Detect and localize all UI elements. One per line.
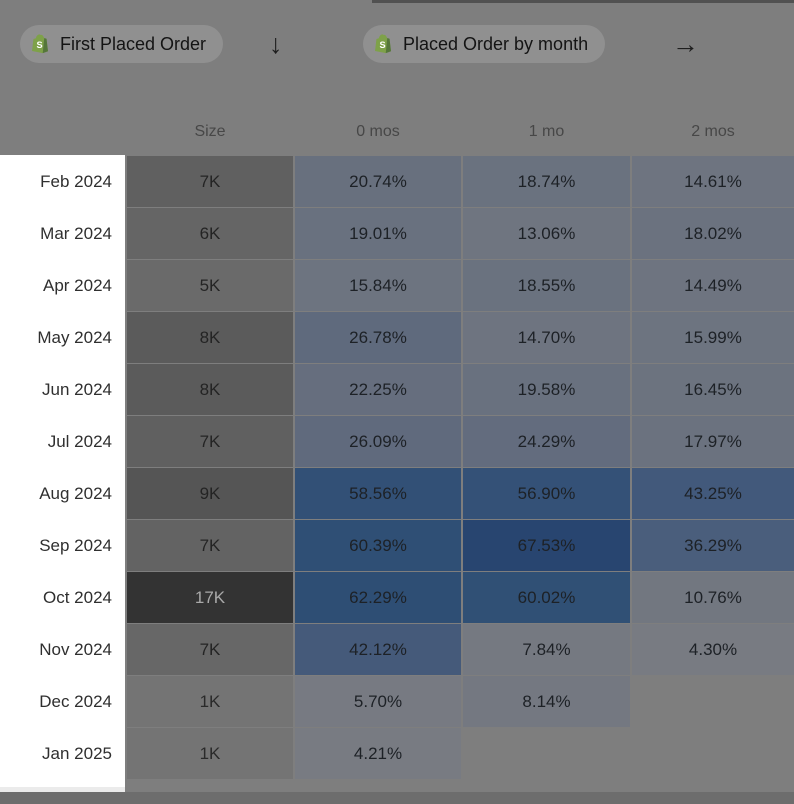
- size-cell: 6K: [127, 208, 293, 259]
- retention-cell: 67.53%: [463, 520, 630, 571]
- row-label-month: Oct 2024: [43, 587, 112, 607]
- row-label-month: Aug 2024: [39, 483, 112, 503]
- row-label-month: Mar 2024: [40, 223, 112, 243]
- column-header-size: Size: [194, 122, 226, 140]
- retention-cell: 19.01%: [295, 208, 461, 259]
- empty-cell: [632, 728, 794, 779]
- top-edge-divider: [372, 0, 794, 3]
- cohort-table-body: Feb 2024 7K 20.74% 18.74% 14.61% Mar 2024 6K 19…: [0, 156, 794, 779]
- row-label-month: Jul 2024: [47, 431, 112, 451]
- retention-cell: 4.30%: [632, 624, 794, 675]
- row-label-month: Apr 2024: [43, 275, 112, 295]
- size-cell: 7K: [127, 520, 293, 571]
- retention-cell: 17.97%: [632, 416, 794, 467]
- row-label-month: Dec 2024: [39, 691, 112, 711]
- table-header-row: Size 0 mos 1 mo 2 mos: [0, 108, 794, 155]
- retention-cell: 15.84%: [295, 260, 461, 311]
- retention-cell: 20.74%: [295, 156, 461, 207]
- retention-cell: 36.29%: [632, 520, 794, 571]
- row-label-month: Sep 2024: [39, 535, 112, 555]
- retention-cell: 19.58%: [463, 364, 630, 415]
- column-header-0mos: 0 mos: [356, 122, 400, 140]
- empty-cell: [632, 676, 794, 727]
- svg-text:S: S: [37, 40, 43, 50]
- retention-cell: 62.29%: [295, 572, 461, 623]
- row-label-month: Jun 2024: [42, 379, 112, 399]
- empty-cell: [463, 728, 630, 779]
- right-arrow-icon[interactable]: →: [672, 29, 699, 59]
- retention-cell: 18.55%: [463, 260, 630, 311]
- row-label-column-edge: [0, 787, 125, 793]
- column-header-1mo: 1 mo: [528, 122, 565, 140]
- size-cell: 9K: [127, 468, 293, 519]
- size-cell: 7K: [127, 416, 293, 467]
- svg-text:S: S: [380, 40, 386, 50]
- size-cell: 1K: [127, 676, 293, 727]
- size-cell: 7K: [127, 624, 293, 675]
- size-cell: 5K: [127, 260, 293, 311]
- return-event-filter-label: Placed Order by month: [403, 33, 589, 54]
- shopify-bag-icon: S: [32, 34, 48, 54]
- bottom-band: [0, 792, 794, 804]
- header-spacer: [0, 108, 125, 155]
- retention-cell: 58.56%: [295, 468, 461, 519]
- retention-cell: 22.25%: [295, 364, 461, 415]
- return-event-filter-pill[interactable]: S Placed Order by month: [363, 25, 606, 63]
- retention-cell: 26.09%: [295, 416, 461, 467]
- size-cell: 17K: [127, 572, 293, 623]
- row-label-month: Feb 2024: [40, 171, 112, 191]
- row-label-month: Jan 2025: [42, 743, 112, 763]
- size-cell: 8K: [127, 364, 293, 415]
- retention-cell: 7.84%: [463, 624, 630, 675]
- first-event-filter-label: First Placed Order: [60, 33, 207, 54]
- retention-cell: 14.61%: [632, 156, 794, 207]
- retention-cell: 60.02%: [463, 572, 630, 623]
- column-header-2mos: 2 mos: [691, 122, 735, 140]
- retention-cell: 14.70%: [463, 312, 630, 363]
- retention-cell: 18.02%: [632, 208, 794, 259]
- shopify-bag-icon: S: [375, 34, 391, 54]
- row-label-column-background: [0, 155, 125, 788]
- retention-cell: 10.76%: [632, 572, 794, 623]
- retention-cell: 43.25%: [632, 468, 794, 519]
- retention-cell: 18.74%: [463, 156, 630, 207]
- retention-cell: 26.78%: [295, 312, 461, 363]
- retention-cell: 5.70%: [295, 676, 461, 727]
- row-label-month: May 2024: [37, 327, 112, 347]
- retention-cell: 42.12%: [295, 624, 461, 675]
- row-label-month: Nov 2024: [39, 639, 112, 659]
- retention-cell: 15.99%: [632, 312, 794, 363]
- size-cell: 1K: [127, 728, 293, 779]
- retention-cell: 56.90%: [463, 468, 630, 519]
- retention-cell: 16.45%: [632, 364, 794, 415]
- retention-cell: 13.06%: [463, 208, 630, 259]
- size-cell: 7K: [127, 156, 293, 207]
- retention-cell: 4.21%: [295, 728, 461, 779]
- size-cell: 8K: [127, 312, 293, 363]
- first-event-filter-pill[interactable]: S First Placed Order: [20, 25, 224, 63]
- retention-cell: 8.14%: [463, 676, 630, 727]
- down-arrow-icon[interactable]: ↓: [269, 29, 283, 59]
- retention-cell: 24.29%: [463, 416, 630, 467]
- retention-cell: 14.49%: [632, 260, 794, 311]
- retention-cell: 60.39%: [295, 520, 461, 571]
